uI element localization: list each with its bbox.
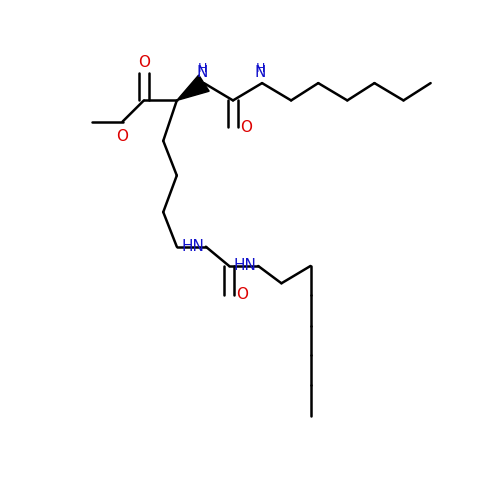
Text: H: H: [198, 62, 206, 76]
Text: N: N: [254, 65, 266, 80]
Text: H: H: [256, 62, 265, 76]
Text: HN: HN: [234, 258, 256, 274]
Text: O: O: [240, 120, 252, 135]
Text: O: O: [236, 288, 248, 302]
Text: HN: HN: [181, 239, 204, 254]
Text: O: O: [116, 128, 128, 144]
Text: O: O: [138, 54, 150, 70]
Polygon shape: [177, 75, 209, 100]
Text: N: N: [196, 65, 207, 80]
